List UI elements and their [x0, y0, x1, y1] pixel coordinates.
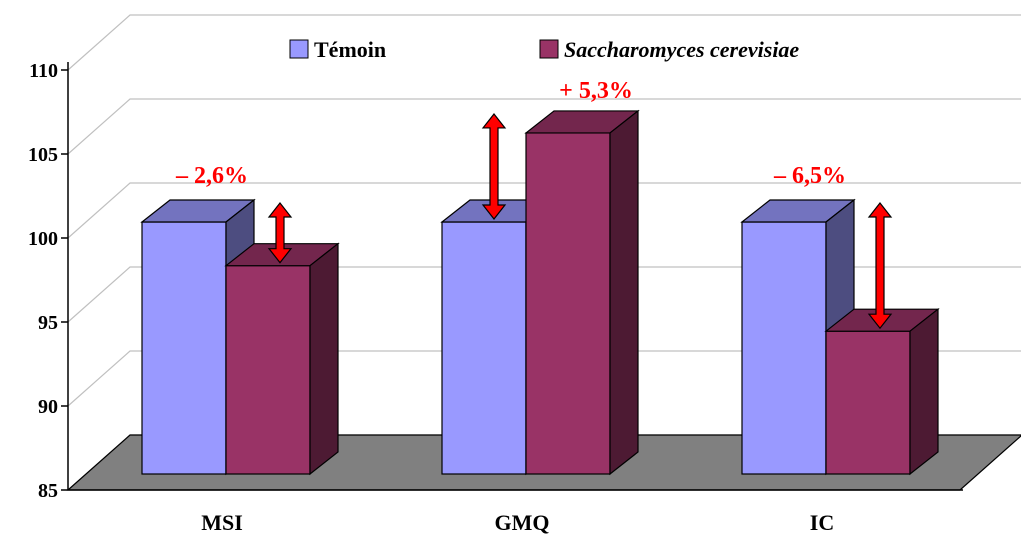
difference-arrows	[267, 112, 893, 330]
legend-swatch-saccharomyces	[539, 39, 559, 59]
difference-label-ic: – 6,5%	[773, 163, 846, 189]
data-labels: MSI GMQ IC – 2,6% + 5,3% – 6,5%	[175, 78, 846, 535]
bar-ic-saccharomyces-cerevisiae	[824, 307, 940, 476]
difference-arrow-ic	[867, 202, 893, 330]
legend: Témoin Saccharomyces cerevisiae	[289, 37, 799, 62]
x-category-label-msi: MSI	[201, 510, 243, 535]
legend-swatch-temoin	[289, 39, 309, 59]
bars	[140, 109, 940, 476]
legend-label-saccharomyces: Saccharomyces cerevisiae	[564, 37, 799, 62]
difference-label-msi: – 2,6%	[175, 163, 248, 189]
gridline	[67, 182, 1021, 239]
y-axis: 85 90 95 100 105 110	[28, 60, 963, 502]
bar-msi-saccharomyces-cerevisiae	[224, 242, 340, 476]
gridline	[67, 266, 1021, 323]
x-category-label-gmq: GMQ	[495, 510, 550, 535]
y-tick-label: 95	[38, 312, 58, 334]
gridline	[67, 14, 1021, 71]
gridline	[67, 98, 1021, 155]
y-tick-label: 85	[38, 480, 58, 502]
difference-label-gmq: + 5,3%	[559, 78, 633, 104]
y-tick-label: 110	[29, 60, 58, 82]
x-category-label-ic: IC	[810, 510, 834, 535]
difference-arrow-gmq	[481, 112, 507, 220]
y-tick-label: 105	[28, 144, 58, 166]
gridline	[67, 350, 1021, 407]
legend-label-temoin: Témoin	[314, 37, 386, 62]
difference-arrow-msi	[267, 202, 293, 264]
y-tick-label: 90	[38, 396, 58, 418]
y-tick-label: 100	[28, 228, 58, 250]
bar-gmq-saccharomyces-cerevisiae	[524, 109, 640, 476]
